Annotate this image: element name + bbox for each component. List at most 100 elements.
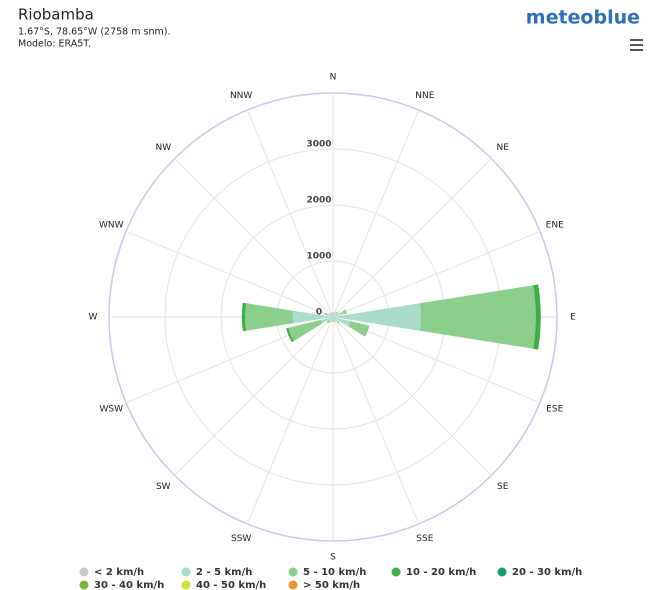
r-tick-label: 2000	[306, 196, 331, 206]
wind-segment	[330, 313, 333, 317]
wind-segment	[321, 317, 333, 324]
wind-segment	[333, 317, 336, 322]
wind-segment	[333, 312, 336, 317]
location: 1.67°S, 78.65°W (2758 m snm).	[18, 27, 170, 38]
spoke	[246, 109, 334, 318]
spoke	[174, 158, 334, 318]
wind-segment	[326, 320, 330, 324]
wind-segment	[330, 312, 333, 314]
wind-segment	[331, 316, 333, 317]
legend-marker	[288, 567, 298, 577]
direction-label: NE	[496, 143, 509, 153]
direction-label: SSW	[231, 534, 251, 544]
wind-segment	[336, 320, 340, 324]
legend-marker	[181, 580, 191, 590]
legend-label: > 50 km/h	[303, 580, 360, 590]
wind-segment	[333, 317, 334, 319]
direction-label: W	[89, 313, 98, 323]
wind-segment	[332, 318, 334, 322]
direction-label: WNW	[99, 221, 124, 231]
wind-segment	[331, 317, 333, 318]
wind-segment	[342, 309, 348, 315]
title: Riobamba	[18, 6, 94, 24]
wind-segment	[348, 321, 370, 337]
wind-segment	[332, 315, 333, 317]
wind-segment	[334, 303, 421, 331]
menu-icon[interactable]	[630, 39, 643, 51]
wind-segment	[332, 312, 334, 316]
direction-label: SE	[497, 482, 509, 492]
wind-segment	[333, 317, 339, 323]
direction-label: E	[570, 313, 576, 323]
wind-segment	[333, 317, 335, 318]
wind-segment	[333, 316, 335, 317]
wind-segment	[333, 317, 351, 327]
legend-marker	[79, 567, 89, 577]
wind-segment	[324, 312, 328, 316]
wind-segment	[330, 320, 332, 322]
wind-segment	[333, 311, 344, 317]
legend-label: 10 - 20 km/h	[406, 567, 476, 578]
spoke	[125, 230, 334, 318]
spoke	[332, 109, 420, 318]
wind-segment	[292, 310, 332, 324]
spoke	[246, 316, 334, 525]
wind-segment	[286, 327, 294, 343]
wind-segment	[333, 315, 334, 317]
direction-label: ESE	[546, 404, 563, 414]
direction-label: NNE	[415, 91, 434, 101]
wind-segment	[336, 311, 339, 314]
model: Modelo: ERA5T.	[18, 39, 91, 50]
wind-segment	[334, 320, 336, 322]
direction-label: NW	[155, 143, 171, 153]
wind-segment	[332, 321, 334, 323]
wind-segment	[332, 316, 333, 317]
wind-segment	[328, 312, 331, 315]
legend-label: < 2 km/h	[94, 567, 144, 578]
legend-marker	[288, 580, 298, 590]
direction-label: ENE	[546, 221, 564, 231]
wind-segment	[328, 317, 333, 322]
wind-segment	[332, 317, 333, 318]
wind-segment	[333, 317, 334, 318]
menu-bar[interactable]	[630, 39, 643, 41]
direction-label: N	[330, 73, 337, 83]
r-tick-label: 3000	[306, 140, 331, 150]
menu-bar[interactable]	[630, 49, 643, 51]
legend-marker	[497, 567, 507, 577]
legend-label: 30 - 40 km/h	[94, 580, 164, 590]
wind-segment	[332, 317, 333, 319]
wind-segment	[245, 303, 294, 331]
legend-marker	[391, 567, 401, 577]
spoke	[174, 316, 334, 476]
direction-label: SW	[156, 482, 171, 492]
wind-segment	[329, 313, 333, 317]
wind-segment	[419, 285, 536, 349]
direction-label: NNW	[230, 91, 252, 101]
spoke	[332, 158, 492, 318]
spoke	[332, 316, 492, 476]
spoke	[332, 316, 420, 525]
wind-segment	[334, 312, 336, 314]
wind-segment	[241, 302, 247, 332]
wind-segment	[332, 311, 334, 313]
wind-segment	[333, 312, 338, 317]
menu-bar[interactable]	[630, 44, 643, 46]
r-tick-label: 0	[316, 308, 322, 318]
wind-segment	[533, 284, 541, 350]
legend-marker	[79, 580, 89, 590]
legend-label: 20 - 30 km/h	[512, 567, 582, 578]
legend-label: 40 - 50 km/h	[196, 580, 266, 590]
logo: meteoblue	[526, 7, 640, 29]
wind-segment	[330, 317, 333, 322]
spoke	[332, 230, 541, 318]
legend-label: 5 - 10 km/h	[303, 567, 366, 578]
direction-label: SSE	[416, 534, 433, 544]
direction-label: S	[330, 553, 336, 563]
wind-segment	[288, 319, 323, 341]
r-tick-label: 1000	[306, 252, 331, 262]
direction-label: WSW	[100, 404, 124, 414]
legend-marker	[181, 567, 191, 577]
